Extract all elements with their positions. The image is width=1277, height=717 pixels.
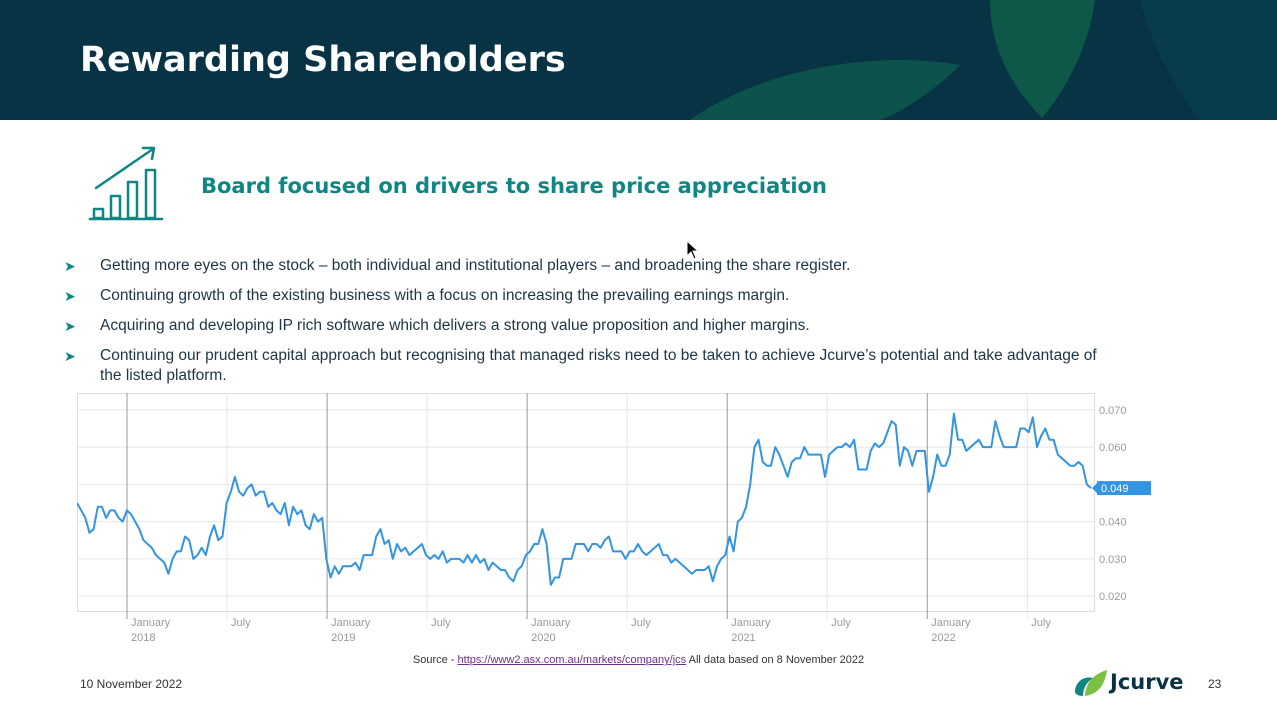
jcurve-logo-text: Jcurve <box>1110 670 1184 694</box>
bullet-item: ➤ Acquiring and developing IP rich softwa… <box>64 316 1104 336</box>
slide-header: Rewarding Shareholders <box>0 0 1277 120</box>
chart-x-tick-label: January <box>531 617 571 629</box>
chart-current-value-label: 0.049 <box>1101 483 1129 495</box>
source-link[interactable]: https://www2.asx.com.au/markets/company/… <box>457 654 687 666</box>
bullet-item: ➤ Getting more eyes on the stock – both i… <box>64 256 1104 276</box>
arrow-bullet-icon: ➤ <box>64 258 76 274</box>
header-leaf-decoration <box>690 0 1277 120</box>
chart-y-tick-label: 0.020 <box>1099 591 1127 603</box>
footer-date: 10 November 2022 <box>80 677 183 691</box>
bar-chart-growth-icon <box>88 146 164 221</box>
chart-x-tick-label: July <box>1031 617 1051 629</box>
source-suffix: All data based on 8 November 2022 <box>686 654 865 666</box>
chart-x-tick-label: January <box>131 617 171 629</box>
section-heading: Board focused on drivers to share price … <box>201 174 827 198</box>
chart-x-tick-year: 2018 <box>131 632 155 644</box>
arrow-bullet-icon: ➤ <box>64 288 76 304</box>
chart-plot-area <box>77 393 1095 612</box>
chart-x-tick-label: July <box>631 617 651 629</box>
chart-x-tick-label: July <box>431 617 451 629</box>
share-price-chart: 0.0700.0600.0500.0400.0300.020January201… <box>77 393 1151 644</box>
chart-current-value-pointer <box>1092 483 1097 494</box>
chart-y-tick-label: 0.070 <box>1099 405 1127 417</box>
arrow-bullet-icon: ➤ <box>64 318 76 334</box>
chart-x-tick-label: January <box>731 617 771 629</box>
arrow-bullet-icon: ➤ <box>64 348 76 364</box>
page-number: 23 <box>1208 677 1222 691</box>
bullet-item: ➤ Continuing our prudent capital approach… <box>64 346 1104 386</box>
bullet-text: Getting more eyes on the stock – both in… <box>100 257 851 274</box>
chart-series-line <box>77 412 1092 586</box>
bullet-list: ➤ Getting more eyes on the stock – both i… <box>64 256 1104 396</box>
bullet-text: Continuing our prudent capital approach … <box>100 347 1097 384</box>
chart-y-tick-label: 0.060 <box>1099 442 1127 454</box>
chart-x-tick-label: January <box>331 617 371 629</box>
bullet-text: Continuing growth of the existing busine… <box>100 287 790 304</box>
chart-x-tick-year: 2022 <box>931 632 955 644</box>
chart-x-tick-year: 2019 <box>331 632 355 644</box>
chart-x-tick-label: July <box>831 617 851 629</box>
bullet-item: ➤ Continuing growth of the existing busin… <box>64 286 1104 306</box>
source-note: Source - https://www2.asx.com.au/markets… <box>0 654 1277 666</box>
chart-x-tick-label: July <box>231 617 251 629</box>
chart-x-tick-label: January <box>931 617 971 629</box>
chart-current-value-badge <box>1097 481 1151 496</box>
chart-x-tick-year: 2020 <box>531 632 555 644</box>
bullet-text: Acquiring and developing IP rich softwar… <box>100 317 810 334</box>
chart-y-tick-label: 0.040 <box>1099 517 1127 529</box>
jcurve-logo-icon <box>1074 670 1107 696</box>
chart-y-tick-label: 0.030 <box>1099 554 1127 566</box>
slide-title: Rewarding Shareholders <box>80 40 566 80</box>
source-prefix: Source - <box>412 654 458 666</box>
chart-x-tick-year: 2021 <box>731 632 755 644</box>
mouse-cursor-icon <box>686 240 700 260</box>
